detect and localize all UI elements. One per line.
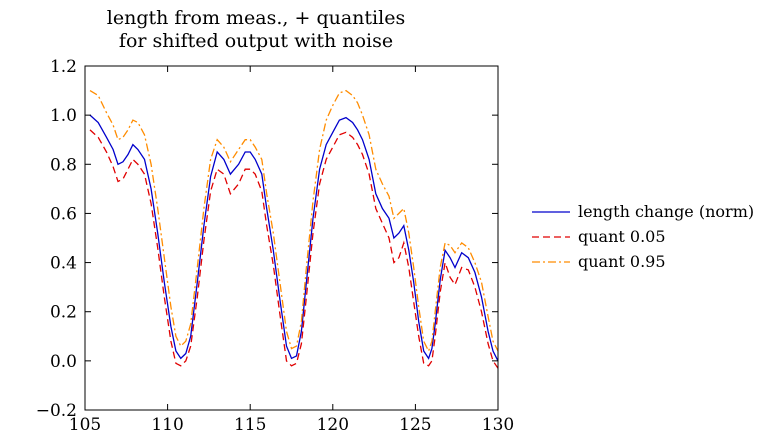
x-tick-label: 130 xyxy=(482,415,514,435)
legend-label-3: quant 0.95 xyxy=(578,252,666,271)
y-tick-label: 1.0 xyxy=(50,106,77,126)
x-tick-label: 110 xyxy=(151,415,183,435)
series-line-2 xyxy=(89,129,499,369)
y-tick-label: 1.2 xyxy=(50,57,77,77)
axis-ticks: 105 110 115 120 125 130 −0.2 0.0 0.2 0.4 0.6 0.8 1.0… xyxy=(36,57,515,435)
x-tick-label: 105 xyxy=(69,415,101,435)
y-tick-label: 0.6 xyxy=(50,204,77,224)
y-tick-label: 0.4 xyxy=(50,254,77,274)
plot-frame xyxy=(84,65,499,411)
y-tick-label: −0.2 xyxy=(36,401,77,421)
y-tick-label: 0.0 xyxy=(50,352,77,372)
legend-label-2: quant 0.05 xyxy=(578,227,666,246)
y-tick-label: 0.2 xyxy=(50,303,77,323)
chart-title-line-2: for shifted output with noise xyxy=(119,30,393,52)
plot-area xyxy=(89,89,499,369)
x-tick-label: 120 xyxy=(317,415,349,435)
chart-title-line-1: length from meas., + quantiles xyxy=(107,7,405,29)
legend: length change (norm) quant 0.05 quant 0.95 xyxy=(532,202,754,271)
x-tick-label: 125 xyxy=(399,415,431,435)
series-line-1 xyxy=(89,114,499,362)
legend-label-1: length change (norm) xyxy=(578,202,754,221)
series-line-3 xyxy=(89,89,499,353)
x-tick-label: 115 xyxy=(234,415,266,435)
y-tick-label: 0.8 xyxy=(50,155,77,175)
